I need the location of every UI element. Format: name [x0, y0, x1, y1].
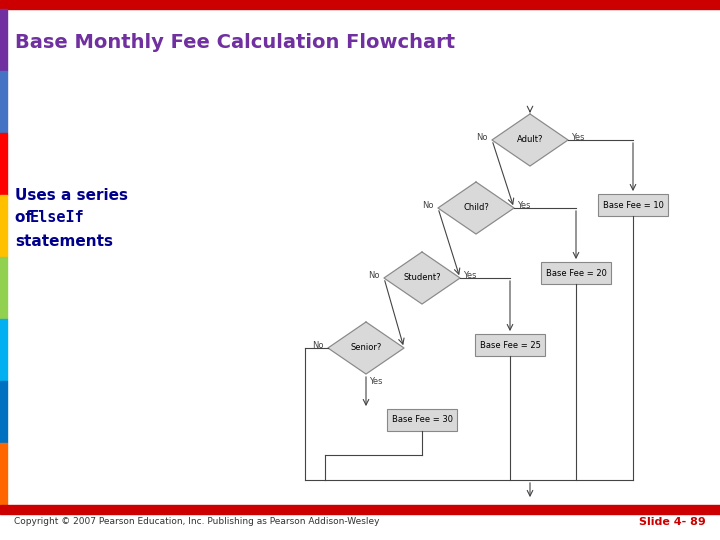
Text: No: No	[477, 132, 488, 141]
Bar	[0, 443, 7, 505]
Text: Base Monthly Fee Calculation Flowchart: Base Monthly Fee Calculation Flowchart	[15, 32, 455, 51]
Bar	[0, 257, 7, 319]
Text: Base Fee = 10: Base Fee = 10	[603, 200, 663, 210]
Polygon shape	[438, 182, 514, 234]
Text: Senior?: Senior?	[351, 343, 382, 353]
Bar	[0, 319, 7, 381]
Text: of: of	[15, 211, 37, 226]
Text: Base Fee = 20: Base Fee = 20	[546, 268, 606, 278]
Bar	[0, 9, 7, 71]
Text: Slide 4- 89: Slide 4- 89	[639, 517, 706, 527]
Text: No: No	[312, 341, 324, 349]
Text: Base Fee = 30: Base Fee = 30	[392, 415, 452, 424]
Text: No: No	[369, 271, 380, 280]
Bar	[0, 0, 720, 9]
Text: Yes: Yes	[463, 271, 477, 280]
Bar	[0, 505, 720, 514]
Bar	[475, 334, 545, 356]
Bar	[0, 71, 7, 133]
Text: ElseIf: ElseIf	[30, 211, 85, 226]
Text: Uses a series: Uses a series	[15, 187, 128, 202]
Text: Child?: Child?	[463, 204, 489, 213]
Text: statements: statements	[15, 233, 113, 248]
Text: Copyright © 2007 Pearson Education, Inc. Publishing as Pearson Addison-Wesley: Copyright © 2007 Pearson Education, Inc.…	[14, 517, 379, 526]
Bar	[0, 133, 7, 195]
Polygon shape	[492, 114, 568, 166]
Text: Student?: Student?	[403, 273, 441, 282]
Bar	[598, 194, 668, 216]
Bar	[541, 262, 611, 284]
Text: Yes: Yes	[517, 200, 531, 210]
Polygon shape	[384, 252, 460, 304]
Text: Base Fee = 25: Base Fee = 25	[480, 341, 541, 349]
Text: Yes: Yes	[369, 377, 382, 387]
Text: No: No	[423, 200, 434, 210]
Text: Adult?: Adult?	[517, 136, 544, 145]
Bar	[387, 409, 457, 431]
Polygon shape	[328, 322, 404, 374]
Text: Yes: Yes	[571, 132, 585, 141]
Bar	[0, 381, 7, 443]
Bar	[0, 195, 7, 257]
